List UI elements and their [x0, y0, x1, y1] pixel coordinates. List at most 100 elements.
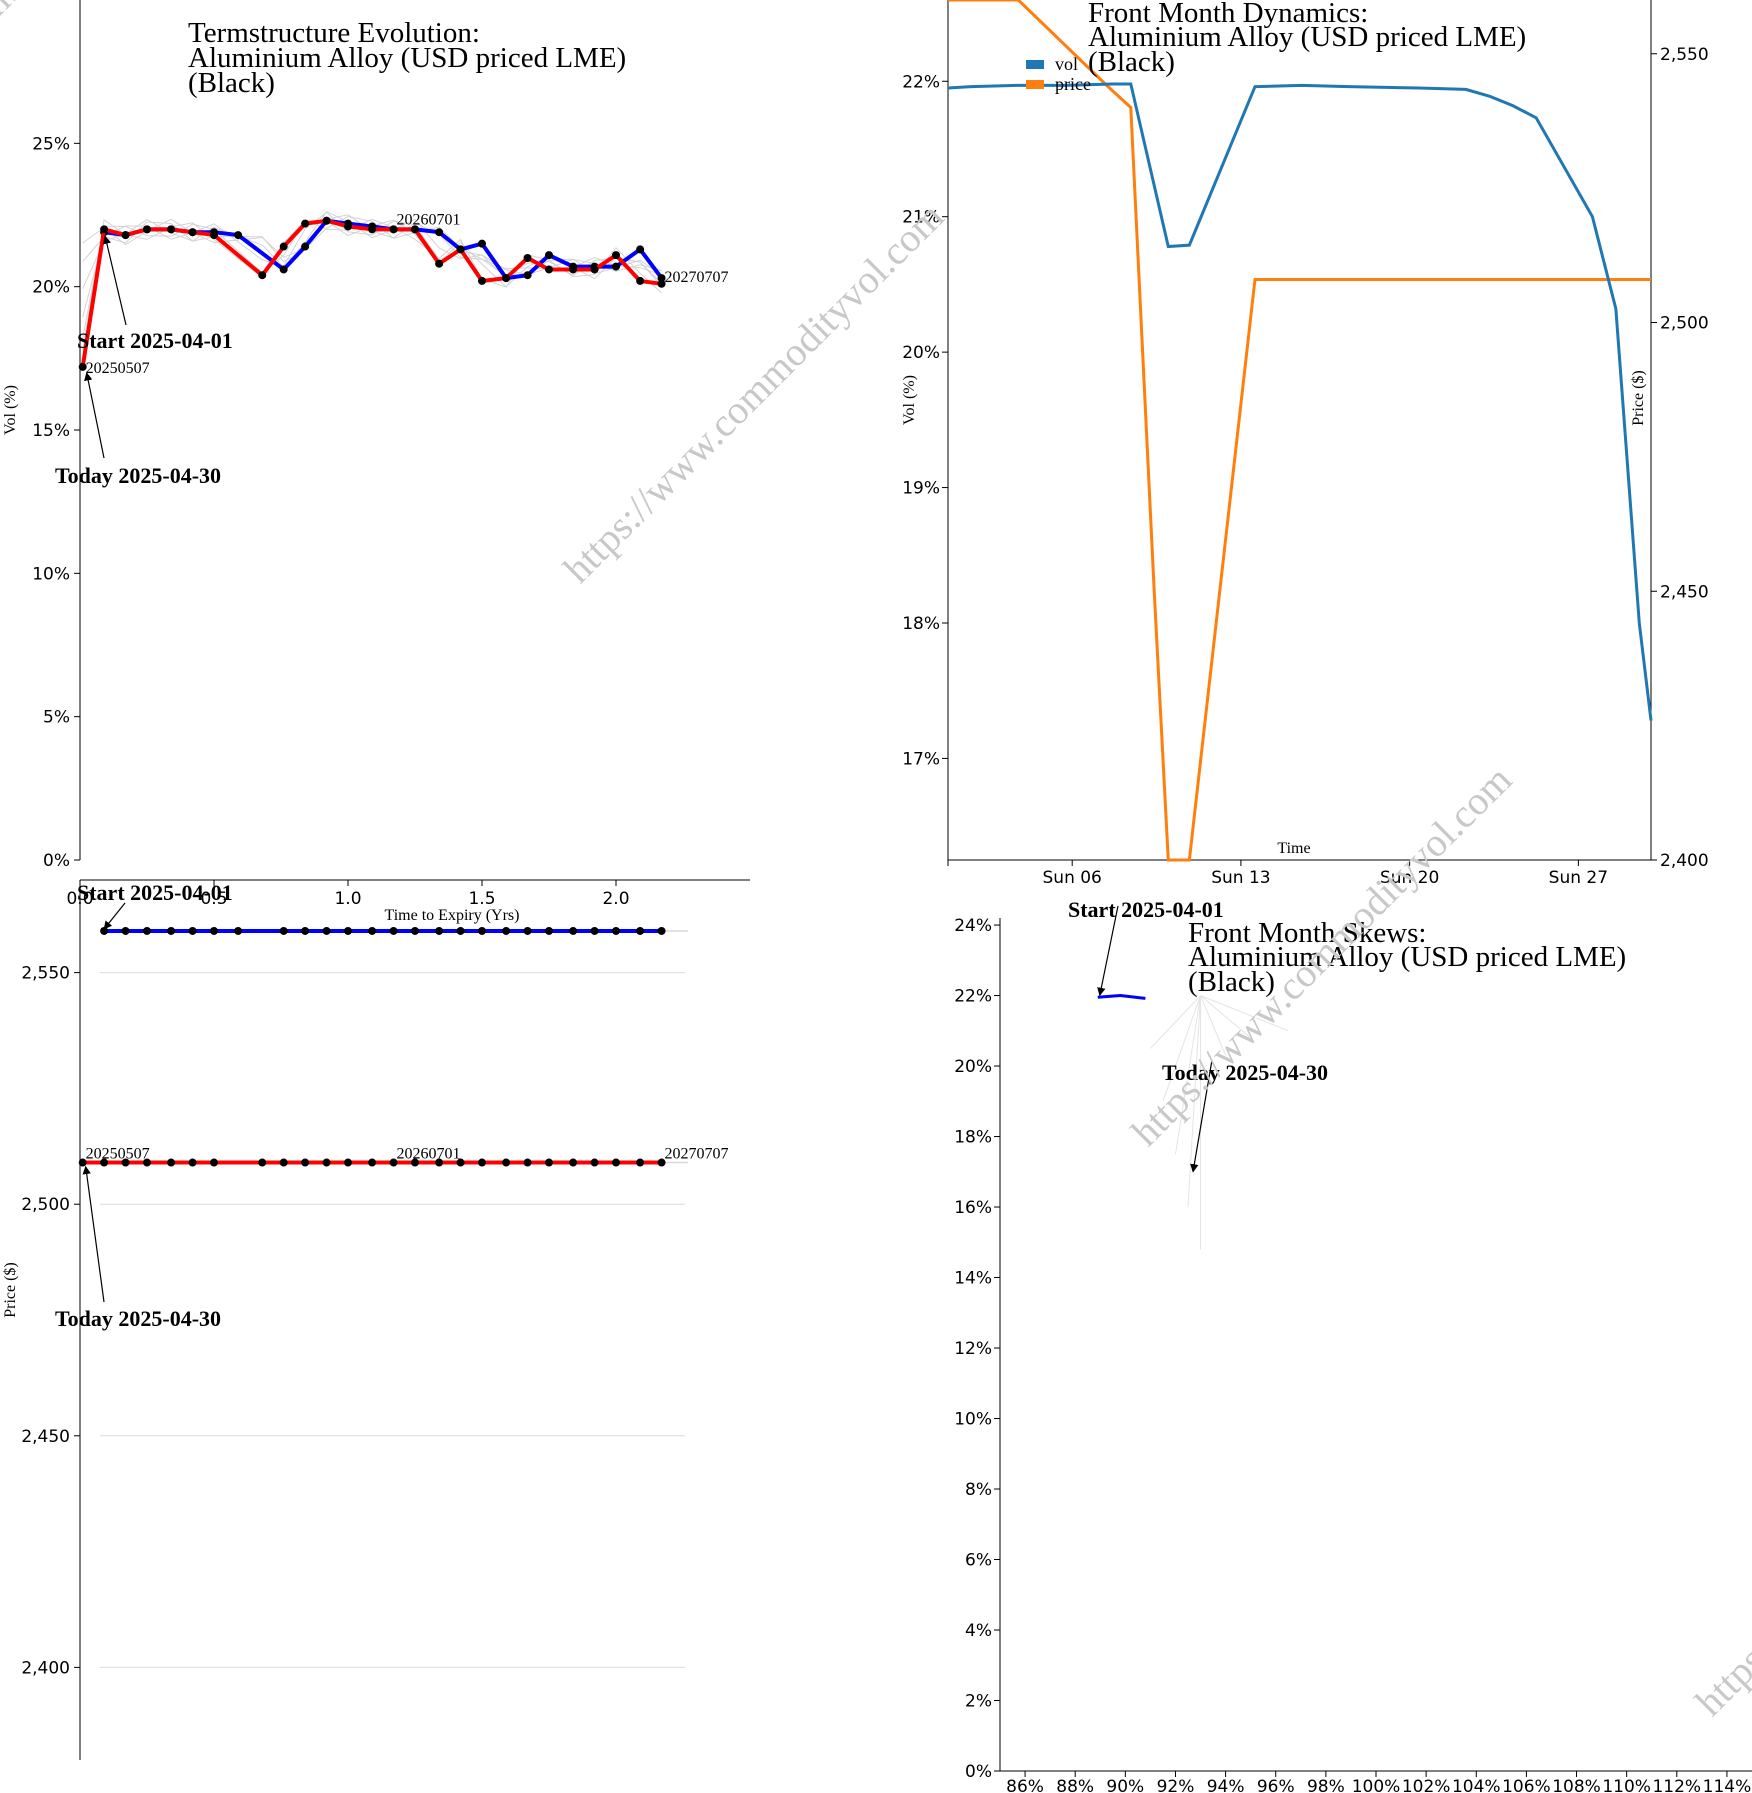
termstructure-price-y-ticks: 2,400 2,450 2,500 2,550	[21, 964, 685, 1678]
data-point	[100, 1158, 109, 1167]
history-line	[1174, 995, 1202, 1155]
annotation-start: Start 2025-04-01	[1068, 897, 1224, 922]
y-tick-label: 15%	[32, 421, 70, 441]
data-point	[523, 271, 532, 280]
front-month-dynamics-x-ticks: Sun 06 Sun 13 Sun 20 Sun 27	[947, 860, 1608, 888]
history-line	[82, 218, 662, 351]
data-point	[234, 926, 243, 935]
x-tick-label: 86%	[1006, 1777, 1044, 1793]
data-point	[478, 239, 486, 248]
front-month-dynamics-y-label: Vol (%)	[901, 375, 918, 425]
annotation-arrow	[82, 1165, 105, 1303]
data-point	[657, 926, 666, 935]
history-line	[1200, 995, 1289, 1032]
termstructure-vol-x-ticks: 0.0 0.5 1.0 1.5 2.0	[66, 880, 630, 909]
x-tick-label: 2.0	[602, 889, 629, 909]
termstructure-vol-series	[78, 216, 666, 371]
front-month-dynamics-chart: 17%18%19%20%21%22% 2,4002,4502,5002,550 …	[901, 0, 1709, 888]
y-tick-label: 10%	[32, 564, 70, 584]
data-point	[279, 265, 288, 274]
y-tick-label: 20%	[954, 1057, 992, 1077]
history-line	[1200, 995, 1227, 1056]
data-point	[545, 1158, 553, 1167]
x-tick-label: 88%	[1056, 1777, 1094, 1793]
history-line	[1187, 995, 1202, 1208]
data-point	[569, 926, 578, 935]
data-point	[435, 1158, 444, 1167]
data-point	[411, 225, 419, 234]
y-tick-label: 17%	[902, 749, 940, 769]
data-point	[258, 271, 267, 280]
curve-label: 20260701	[397, 1146, 461, 1163]
data-point	[523, 1158, 532, 1167]
x-tick-label: 0.5	[200, 889, 227, 909]
data-point	[301, 926, 310, 935]
annotation-start: Start 2025-04-01	[77, 328, 233, 353]
x-tick-label: 102%	[1402, 1777, 1451, 1793]
y-tick-label: 20%	[902, 343, 940, 363]
y-tick-label: 25%	[32, 134, 70, 154]
front-month-skews-title-line-3: (Black)	[1188, 966, 1275, 998]
data-point	[143, 225, 151, 234]
termstructure-vol-x-label: Time to Expiry (Yrs)	[385, 907, 520, 924]
annotation-arrow	[1190, 1059, 1213, 1173]
data-point	[78, 1158, 87, 1167]
x-tick-label: Sun 06	[1043, 868, 1102, 888]
termstructure-vol-y-ticks: 0% 5% 10% 15% 20% 25%	[32, 134, 80, 871]
front-month-skews-series	[1097, 994, 1146, 1000]
x-tick-label: 90%	[1106, 1777, 1144, 1793]
x-tick-label: 1.5	[468, 889, 495, 909]
data-point	[389, 1158, 398, 1167]
data-point	[143, 1158, 151, 1167]
curve-label: 20250507	[86, 360, 150, 377]
annotation-start: Start 2025-04-01	[77, 880, 233, 905]
data-point	[188, 228, 197, 237]
y-tick-label: 2,400	[21, 1658, 70, 1678]
data-point	[636, 276, 645, 285]
data-point	[657, 274, 666, 283]
annotation-today: Today 2025-04-30	[55, 463, 221, 488]
data-point	[502, 274, 511, 283]
data-point	[435, 259, 444, 268]
data-point	[167, 225, 176, 234]
data-point	[657, 279, 666, 288]
annotation-arrow	[103, 902, 126, 930]
curve-label: 20260701	[397, 211, 461, 228]
x-tick-label: 104%	[1452, 1777, 1501, 1793]
front-month-dynamics-title-line-1: Front Month Dynamics:	[1088, 0, 1368, 29]
y-tick-label: 8%	[965, 1480, 992, 1500]
data-point	[121, 231, 130, 240]
data-point	[344, 222, 352, 231]
data-point	[545, 926, 553, 935]
legend-label-vol: vol	[1055, 54, 1078, 74]
x-tick-label: 96%	[1257, 1777, 1295, 1793]
x-tick-label: 112%	[1652, 1777, 1701, 1793]
y-tick-label: 21%	[902, 208, 940, 228]
y-tick-label: 2,500	[21, 1195, 70, 1215]
y2-tick-label: 2,550	[1660, 45, 1709, 65]
data-point	[569, 1158, 578, 1167]
y-tick-label: 6%	[965, 1551, 992, 1571]
curve-label: 20270707	[665, 269, 729, 286]
x-tick-label: 100%	[1352, 1777, 1401, 1793]
data-point	[167, 926, 176, 935]
data-point	[435, 926, 444, 935]
data-point	[210, 926, 218, 935]
legend-swatch-price	[1026, 80, 1044, 89]
data-point	[258, 1158, 267, 1167]
data-point	[322, 1158, 331, 1167]
data-point	[279, 1158, 288, 1167]
termstructure-price-curve-labels: 20250507 20260701 20270707	[86, 1146, 729, 1163]
y-tick-label: 2%	[965, 1692, 992, 1712]
y2-tick-label: 2,500	[1660, 314, 1709, 334]
front-month-dynamics-title-line-2: Aluminium Alloy (USD priced LME)	[1088, 21, 1526, 53]
termstructure-vol-chart: 0%5%10%15%20%25% 0.0 0.5 1.0 1.5 2.0 2025050…	[2, 0, 750, 924]
y-tick-label: 2,550	[21, 964, 70, 984]
data-point	[344, 926, 352, 935]
termstructure-vol-title-line-1: Termstructure Evolution:	[188, 17, 480, 49]
data-point	[210, 1158, 218, 1167]
data-point	[411, 926, 419, 935]
data-point	[612, 926, 620, 935]
y-tick-label: 10%	[954, 1410, 992, 1430]
data-point	[322, 216, 331, 225]
